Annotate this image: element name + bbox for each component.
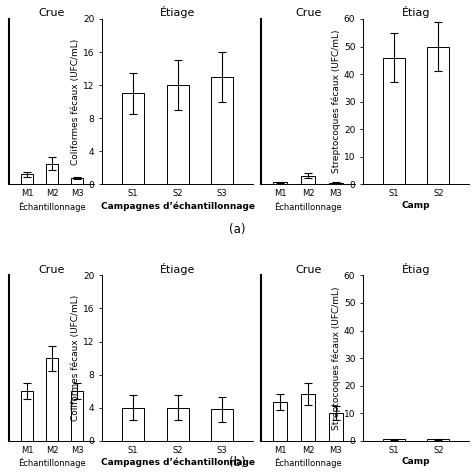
Title: Crue: Crue bbox=[39, 264, 65, 274]
X-axis label: Échantillonnage: Échantillonnage bbox=[274, 201, 342, 211]
Bar bbox=[329, 183, 343, 184]
Bar bbox=[71, 178, 83, 184]
X-axis label: Échantillonnage: Échantillonnage bbox=[18, 457, 86, 468]
Text: (a): (a) bbox=[229, 223, 245, 237]
X-axis label: Camp: Camp bbox=[402, 457, 430, 466]
Y-axis label: Coliformes fécaux (UFC/mL): Coliformes fécaux (UFC/mL) bbox=[71, 295, 80, 421]
X-axis label: Échantillonnage: Échantillonnage bbox=[274, 457, 342, 468]
Title: Étiag: Étiag bbox=[402, 263, 430, 274]
Bar bbox=[273, 182, 287, 184]
Bar bbox=[46, 358, 58, 441]
Bar bbox=[427, 46, 449, 184]
Bar bbox=[71, 391, 83, 441]
Bar bbox=[211, 410, 233, 441]
Bar bbox=[166, 408, 189, 441]
Bar bbox=[383, 57, 405, 184]
Y-axis label: Streptocoques fécaux (UFC/mL): Streptocoques fécaux (UFC/mL) bbox=[332, 286, 341, 430]
Y-axis label: Coliformes fécaux (UFC/mL): Coliformes fécaux (UFC/mL) bbox=[71, 38, 80, 165]
Bar bbox=[122, 93, 145, 184]
Bar bbox=[166, 85, 189, 184]
Bar bbox=[383, 439, 405, 441]
X-axis label: Campagnes d’échantillonnage: Campagnes d’échantillonnage bbox=[100, 457, 255, 467]
Title: Étiage: Étiage bbox=[160, 6, 195, 18]
Title: Crue: Crue bbox=[295, 264, 321, 274]
Bar bbox=[46, 164, 58, 184]
Bar bbox=[301, 394, 315, 441]
Bar bbox=[21, 174, 33, 184]
Title: Étiage: Étiage bbox=[160, 263, 195, 274]
X-axis label: Camp: Camp bbox=[402, 201, 430, 210]
Bar bbox=[21, 391, 33, 441]
Y-axis label: Streptocoques fécaux (UFC/mL): Streptocoques fécaux (UFC/mL) bbox=[332, 30, 341, 173]
Title: Crue: Crue bbox=[295, 8, 321, 18]
Title: Étiag: Étiag bbox=[402, 6, 430, 18]
X-axis label: Campagnes d’échantillonnage: Campagnes d’échantillonnage bbox=[100, 201, 255, 210]
Bar bbox=[427, 439, 449, 441]
Bar bbox=[301, 175, 315, 184]
Text: (b): (b) bbox=[228, 456, 246, 469]
Bar bbox=[273, 402, 287, 441]
X-axis label: Échantillonnage: Échantillonnage bbox=[18, 201, 86, 211]
Title: Crue: Crue bbox=[39, 8, 65, 18]
Bar bbox=[329, 413, 343, 441]
Bar bbox=[122, 408, 145, 441]
Bar bbox=[211, 77, 233, 184]
